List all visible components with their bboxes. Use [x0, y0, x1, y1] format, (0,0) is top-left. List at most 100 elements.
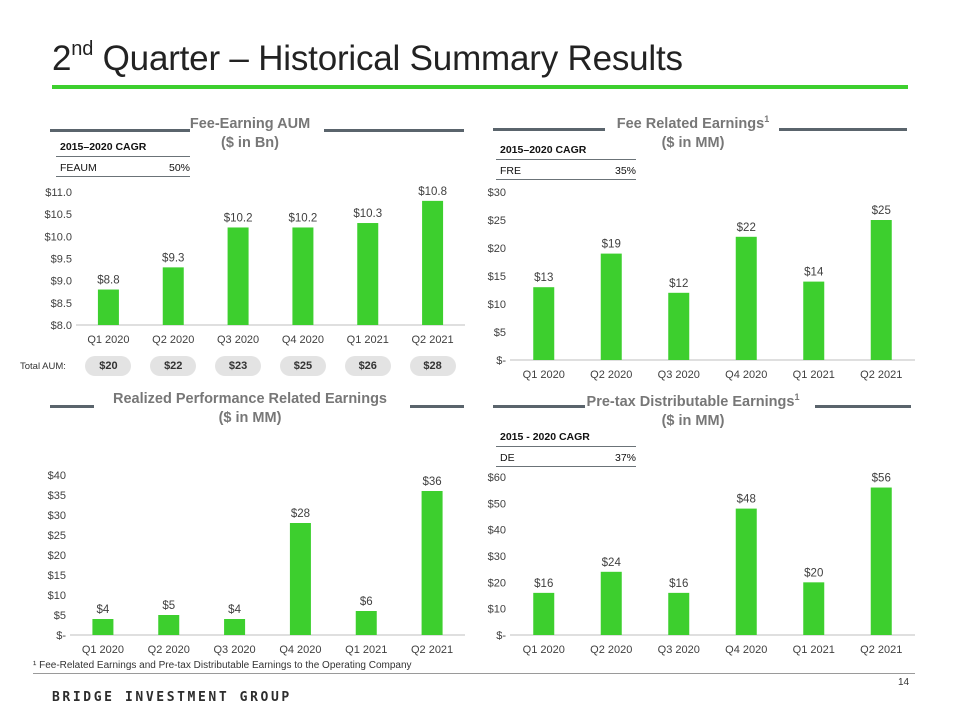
total-aum-pill: $22	[150, 356, 197, 376]
de-category-label: Q2 2020	[590, 644, 632, 656]
de-cagr-table: 2015 - 2020 CAGR DE 37%	[496, 428, 636, 467]
de-category-label: Q3 2020	[658, 644, 700, 656]
feaum-data-label: $10.2	[224, 212, 253, 224]
feaum-cagr-label: FEAUM	[60, 162, 97, 174]
total-aum-row: Total AUM:	[20, 355, 80, 377]
feaum-bar	[292, 227, 314, 325]
de-ytick-label: $30	[488, 551, 506, 563]
fre-cagr-row: FRE 35%	[496, 160, 636, 180]
fre-chart: $- $5 $10 $15 $20 $25 $30 $13 Q1 2020 $19 Q2 2020 $…	[488, 187, 915, 381]
de-chart: $- $10 $20 $30 $40 $50 $60 $16 Q1 2020 $24 Q2 2020…	[488, 472, 915, 656]
feaum-data-label: $9.3	[162, 252, 184, 264]
fre-panel-title: Fee Related Earnings1 ($ in MM)	[616, 114, 770, 151]
de-ytick-label: $-	[496, 630, 506, 642]
rpre-ytick-label: $35	[48, 490, 66, 502]
feaum-ytick-label: $10.0	[44, 231, 72, 243]
rpre-data-label: $5	[162, 600, 175, 612]
rpre-ytick-label: $30	[48, 510, 66, 522]
rpre-category-label: Q2 2021	[411, 644, 453, 656]
fre-data-label: $12	[669, 278, 688, 290]
rpre-ytick-label: $40	[48, 470, 66, 482]
title-superscript: nd	[71, 38, 94, 60]
feaum-bar	[357, 223, 379, 325]
de-data-label: $24	[602, 557, 622, 569]
de-data-label: $48	[737, 494, 756, 506]
footer-rule	[33, 673, 915, 674]
de-cagr-header: 2015 - 2020 CAGR	[496, 428, 636, 447]
fre-rule-right	[779, 128, 907, 131]
de-ytick-label: $40	[488, 525, 506, 537]
fre-data-label: $19	[602, 239, 621, 251]
feaum-category-label: Q1 2020	[87, 334, 129, 346]
fre-rule-left	[493, 128, 605, 131]
fre-bar	[735, 236, 757, 360]
feaum-category-label: Q4 2020	[282, 334, 324, 346]
fre-bar	[600, 253, 622, 360]
feaum-ytick-label: $10.5	[44, 209, 72, 221]
feaum-data-label: $8.8	[97, 275, 119, 287]
company-logo: BRIDGE INVESTMENT GROUP	[52, 690, 292, 705]
total-aum-pill: $23	[215, 356, 262, 376]
de-bar	[600, 571, 622, 635]
de-data-label: $20	[804, 567, 823, 579]
feaum-cagr-row: FEAUM 50%	[56, 157, 190, 177]
fre-category-label: Q1 2020	[523, 369, 565, 381]
fre-data-label: $25	[872, 205, 891, 217]
de-bar	[533, 592, 555, 635]
de-rule-right	[815, 405, 911, 408]
title-rule	[52, 85, 908, 89]
de-cagr-value: 37%	[614, 452, 636, 464]
feaum-cagr-header: 2015–2020 CAGR	[56, 138, 190, 157]
fre-data-label: $14	[804, 267, 824, 279]
feaum-category-label: Q2 2021	[411, 334, 453, 346]
de-bar	[668, 592, 690, 635]
feaum-category-label: Q1 2021	[347, 334, 389, 346]
fre-bar	[870, 220, 892, 360]
feaum-data-label: $10.2	[289, 212, 318, 224]
fre-panel: Fee Related Earnings1 ($ in MM)	[483, 110, 907, 380]
de-title-superscript: 1	[794, 392, 800, 402]
rpre-data-label: $4	[97, 604, 110, 616]
rpre-panel-title: Realized Performance Related Earnings ($…	[113, 391, 387, 426]
rpre-rule-right	[410, 405, 464, 408]
de-ytick-label: $50	[488, 498, 506, 510]
de-cagr-label: DE	[500, 452, 515, 464]
de-category-label: Q4 2020	[725, 644, 767, 656]
rpre-rule-left	[50, 405, 94, 408]
fre-ytick-label: $30	[488, 187, 506, 199]
fre-bar	[668, 292, 690, 360]
footnote: ¹ Fee-Related Earnings and Pre-tax Distr…	[33, 660, 412, 671]
rpre-panel: Realized Performance Related Earnings ($…	[40, 390, 464, 640]
fre-title-superscript: 1	[764, 114, 770, 124]
rpre-category-label: Q4 2020	[279, 644, 321, 656]
rpre-data-label: $28	[291, 508, 310, 520]
fre-ytick-label: $25	[488, 215, 506, 227]
rpre-bar	[158, 615, 180, 635]
feaum-panel-title: Fee-Earning AUM ($ in Bn)	[189, 116, 311, 151]
rpre-ytick-label: $10	[48, 590, 66, 602]
rpre-data-label: $4	[228, 604, 241, 616]
feaum-ytick-label: $8.5	[51, 298, 72, 310]
fre-bar	[803, 281, 825, 360]
fre-ytick-label: $-	[496, 355, 506, 367]
rpre-bar	[92, 619, 114, 635]
feaum-bar	[97, 289, 119, 325]
de-panel: Pre-tax Distributable Earnings1 ($ in MM…	[483, 388, 911, 638]
total-aum-label: Total AUM:	[20, 360, 66, 372]
fre-ytick-label: $20	[488, 243, 506, 255]
rpre-ytick-label: $25	[48, 530, 66, 542]
de-ytick-label: $10	[488, 604, 506, 616]
fre-data-label: $22	[737, 222, 756, 234]
de-cagr-row: DE 37%	[496, 447, 636, 467]
total-aum-pill: $25	[279, 356, 326, 376]
de-rule-left	[493, 405, 585, 408]
rpre-ytick-label: $20	[48, 550, 66, 562]
de-bar	[735, 508, 757, 635]
feaum-ytick-label: $11.0	[45, 187, 72, 199]
feaum-chart: $8.0 $8.5 $9.0 $9.5 $10.0 $10.5 $11.0 $8.8 Q1 20…	[44, 186, 465, 346]
rpre-bar	[289, 523, 311, 635]
feaum-rule-left	[50, 129, 190, 132]
total-aum-pill: $26	[344, 356, 391, 376]
fre-category-label: Q1 2021	[793, 369, 835, 381]
rpre-category-label: Q3 2020	[213, 644, 255, 656]
